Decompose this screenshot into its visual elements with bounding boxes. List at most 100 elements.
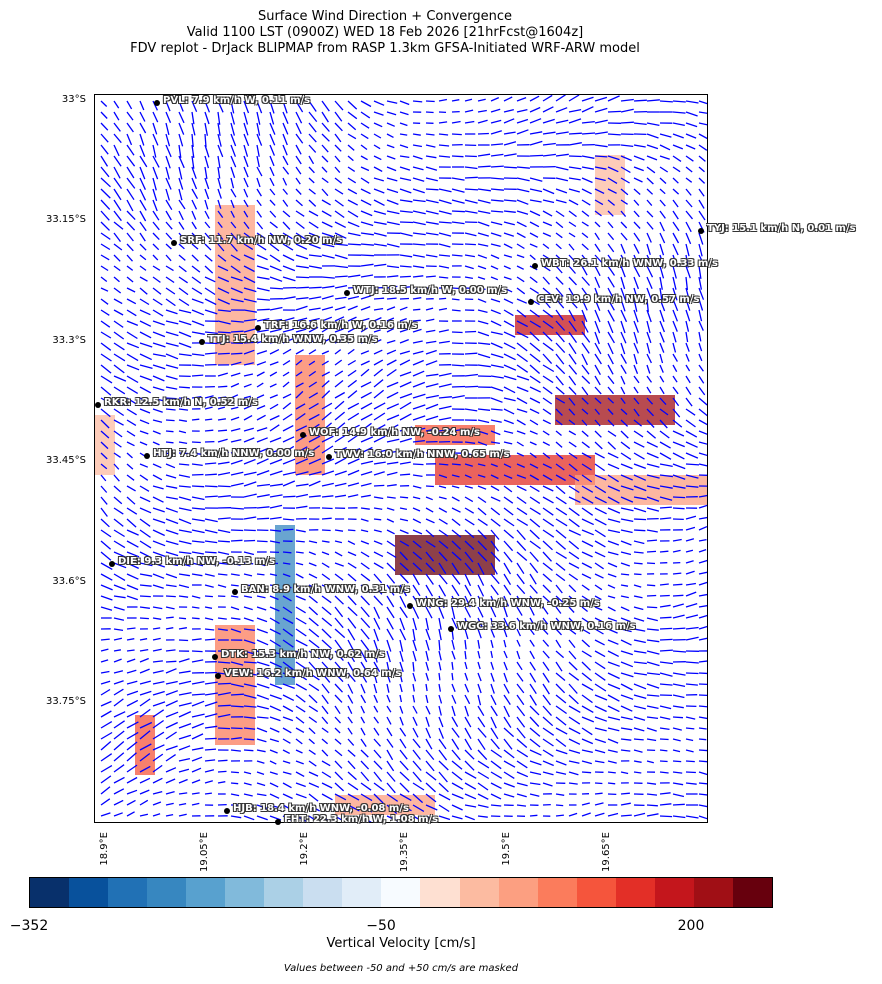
wind-arrow	[594, 166, 607, 170]
wind-arrow	[516, 650, 521, 660]
wind-arrow	[451, 199, 465, 204]
wind-arrow	[243, 815, 255, 821]
wind-arrow	[360, 584, 371, 594]
wind-arrow	[516, 496, 527, 505]
wind-arrow	[139, 188, 147, 201]
wind-arrow	[581, 628, 591, 635]
wind-arrow	[412, 793, 424, 804]
wind-arrow	[399, 782, 410, 793]
wind-arrow	[113, 551, 127, 558]
station-label: BAN: 8.9 km/h WNW, 0.31 m/s	[241, 584, 410, 595]
wind-arrow	[230, 199, 235, 209]
wind-arrow	[412, 584, 421, 597]
wind-arrow	[217, 584, 227, 588]
wind-arrow	[269, 166, 275, 177]
wind-arrow	[620, 331, 627, 344]
wind-arrow	[152, 777, 163, 784]
wind-arrow	[152, 408, 163, 413]
wind-arrow	[113, 144, 120, 157]
wind-arrow	[555, 210, 565, 218]
wind-arrow	[373, 329, 381, 333]
wind-arrow	[256, 639, 269, 646]
wind-arrow	[672, 683, 686, 688]
wind-arrow	[568, 210, 577, 218]
wind-arrow	[659, 254, 665, 267]
wind-arrow	[555, 199, 567, 204]
wind-arrow	[490, 119, 502, 124]
wind-arrow	[594, 562, 604, 570]
wind-arrow	[256, 628, 268, 634]
wind-arrow	[646, 232, 652, 243]
wind-arrow	[386, 518, 395, 523]
wind-arrow	[516, 129, 529, 135]
wind-arrow	[607, 760, 617, 764]
wind-arrow	[516, 397, 528, 405]
wind-arrow	[139, 419, 150, 425]
wind-arrow	[256, 371, 265, 377]
velocity-patch	[555, 395, 675, 425]
wind-arrow	[295, 305, 308, 311]
wind-arrow	[334, 232, 347, 239]
wind-arrow	[256, 815, 268, 821]
wind-arrow	[295, 793, 307, 799]
wind-arrow	[308, 815, 320, 822]
wind-arrow	[191, 756, 203, 762]
wind-arrow	[555, 386, 565, 395]
wind-arrow	[477, 760, 490, 769]
wind-arrow	[321, 445, 334, 454]
wind-arrow	[555, 738, 567, 748]
wind-arrow	[620, 485, 634, 491]
wind-arrow	[542, 595, 551, 604]
wind-arrow	[113, 595, 126, 599]
wind-arrow	[321, 562, 330, 568]
wind-arrow	[659, 155, 670, 160]
wind-arrow	[438, 694, 443, 704]
wind-arrow	[191, 177, 198, 190]
wind-arrow	[529, 199, 542, 203]
station-dot	[171, 240, 177, 246]
wind-arrow	[126, 731, 139, 740]
wind-arrow	[412, 221, 426, 226]
wind-arrow	[360, 782, 372, 791]
wind-arrow	[139, 799, 149, 806]
wind-arrow	[607, 738, 619, 744]
wind-arrow	[217, 529, 231, 534]
wind-arrow	[204, 122, 209, 136]
wind-arrow	[191, 199, 198, 210]
wind-arrow	[438, 716, 444, 728]
wind-arrow	[282, 371, 290, 377]
wind-arrow	[659, 594, 670, 597]
wind-arrow	[529, 287, 539, 294]
wind-arrow	[217, 276, 230, 283]
wind-arrow	[633, 606, 644, 611]
wind-arrow	[490, 551, 501, 562]
wind-arrow	[568, 108, 582, 113]
wind-arrow	[659, 683, 673, 686]
wind-arrow	[698, 364, 704, 372]
wind-arrow	[282, 480, 296, 487]
wind-arrow	[126, 680, 138, 685]
wind-arrow	[594, 254, 603, 263]
wind-arrow	[373, 379, 384, 388]
wind-arrow	[230, 221, 237, 229]
wind-arrow	[503, 364, 517, 371]
wind-arrow	[204, 495, 218, 498]
wind-arrow	[204, 748, 217, 751]
wind-arrow	[334, 155, 341, 163]
wind-arrow	[321, 210, 332, 217]
wind-arrow	[542, 210, 553, 217]
wind-arrow	[113, 166, 121, 179]
wind-arrow	[230, 672, 244, 676]
wind-arrow	[230, 693, 244, 696]
wind-arrow	[607, 771, 616, 774]
wind-arrow	[425, 287, 435, 290]
wind-arrow	[594, 551, 606, 558]
wind-arrow	[152, 474, 163, 481]
wind-arrow	[555, 95, 566, 102]
wind-arrow	[451, 210, 465, 213]
wind-arrow	[399, 350, 410, 355]
wind-arrow	[243, 705, 257, 708]
wind-arrow	[581, 342, 590, 354]
wind-arrow	[269, 403, 279, 410]
wind-arrow	[425, 188, 439, 191]
